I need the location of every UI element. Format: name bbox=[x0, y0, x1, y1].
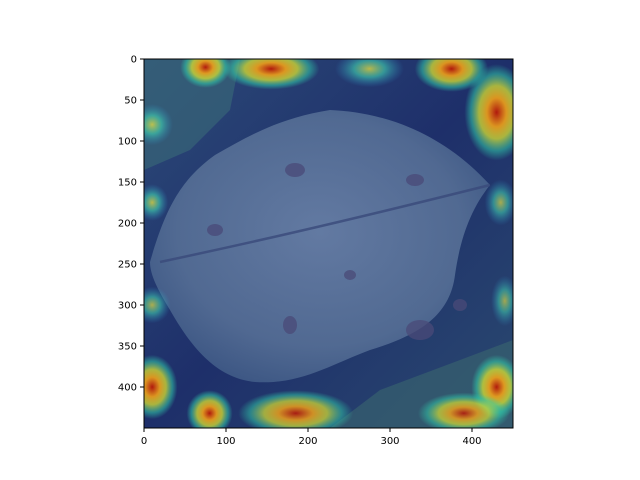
heatmap-hotspot bbox=[222, 59, 320, 90]
x-axis: 0 100 200 300 400 bbox=[141, 428, 482, 447]
heatmap-hotspot bbox=[144, 184, 169, 221]
y-tick-label: 50 bbox=[124, 96, 137, 107]
heatmap-hotspot bbox=[417, 392, 510, 428]
y-tick-label: 100 bbox=[118, 137, 137, 148]
plot-frame bbox=[143, 58, 514, 429]
heatmap-hotspot bbox=[491, 275, 513, 327]
heatmap-hotspot bbox=[464, 64, 513, 161]
heatmap-hotspot bbox=[238, 390, 354, 428]
y-tick-label: 400 bbox=[118, 383, 137, 394]
leaf-shape bbox=[150, 110, 490, 383]
heatmap-hotspots bbox=[144, 59, 513, 428]
x-tick-label: 100 bbox=[216, 436, 235, 447]
background-foliage bbox=[144, 59, 240, 170]
heatmap-hotspot bbox=[414, 59, 489, 92]
x-tick-label: 400 bbox=[462, 436, 481, 447]
y-tick-label: 300 bbox=[118, 301, 137, 312]
y-tick-label: 0 bbox=[131, 55, 137, 66]
y-tick-label: 200 bbox=[118, 219, 137, 230]
leaf-midrib bbox=[159, 183, 491, 264]
x-tick-label: 200 bbox=[298, 436, 317, 447]
y-tick-label: 250 bbox=[118, 260, 137, 271]
heatmap-hotspot bbox=[144, 103, 173, 146]
heatmap-hotspot bbox=[186, 390, 233, 428]
y-tick-label: 150 bbox=[118, 178, 137, 189]
heatmap-hotspot bbox=[180, 59, 231, 88]
heatmap-plot-area bbox=[144, 59, 513, 428]
y-tick-label: 350 bbox=[118, 342, 137, 353]
heatmap-hotspot bbox=[144, 354, 178, 420]
y-axis: 0 50 100 150 200 250 300 350 400 bbox=[118, 55, 144, 394]
x-tick-label: 0 bbox=[141, 436, 147, 447]
x-tick-label: 300 bbox=[380, 436, 399, 447]
leaf-blotches bbox=[207, 163, 467, 340]
heatmap-hotspot bbox=[335, 59, 404, 88]
heatmap-hotspot bbox=[484, 179, 513, 226]
heatmap-hotspot bbox=[144, 286, 171, 324]
